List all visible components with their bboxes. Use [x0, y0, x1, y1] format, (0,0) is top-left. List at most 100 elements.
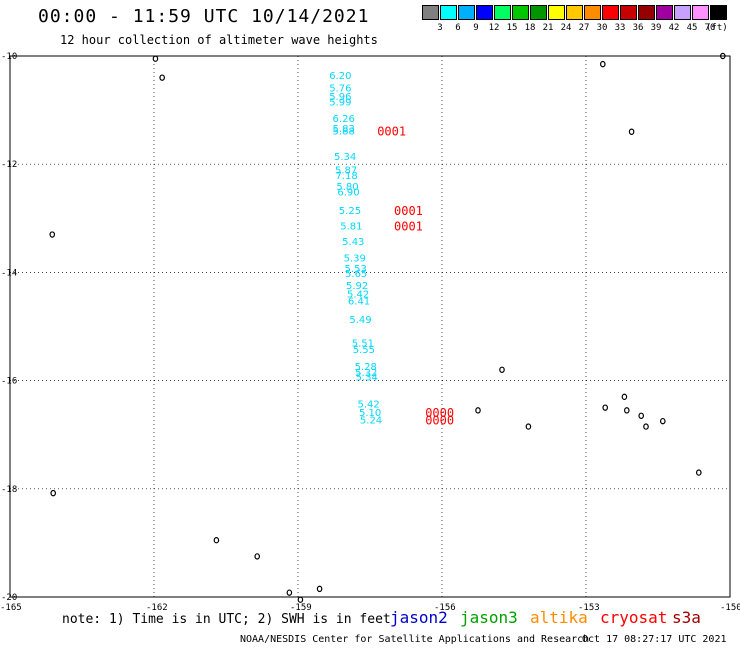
scale-swatch [422, 5, 439, 20]
wave-height-label: 6.26 [333, 114, 355, 125]
wave-height-label: 7.18 [335, 171, 357, 182]
island-outline [213, 536, 220, 544]
scale-label: 15 [506, 23, 518, 33]
wave-height-label: 5.96 [329, 92, 351, 103]
island-outline [316, 585, 323, 593]
island-outline [695, 469, 702, 476]
wave-height-label: 5.42 [347, 289, 369, 300]
scale-swatch [530, 5, 547, 20]
scale-swatch [494, 5, 511, 20]
map-title: 00:00 - 11:59 UTC 10/14/2021 [38, 6, 370, 27]
lat-tick-label: -16 [1, 377, 17, 387]
wave-height-label: 5.53 [345, 264, 367, 275]
wave-height-label: 5.65 [345, 269, 367, 280]
island-outline [643, 423, 649, 430]
scale-swatch [512, 5, 529, 20]
wave-height-label: 5.25 [339, 206, 361, 217]
lat-tick-label: -12 [1, 160, 17, 170]
scale-label: 45 [686, 23, 698, 33]
island-outline [599, 60, 606, 68]
scale-swatch [674, 5, 691, 20]
scale-label: 6 [455, 23, 461, 33]
scale-label: 70 [704, 23, 716, 33]
note-text: note: 1) Time is in UTC; 2) SWH is in fe… [62, 612, 391, 627]
quality-flag-label: 0000 [425, 406, 454, 420]
scale-label: 24 [560, 23, 572, 33]
island-outline [628, 128, 635, 135]
scale-label: 39 [650, 23, 662, 33]
scale-swatch [710, 5, 727, 20]
island-outline [621, 393, 628, 401]
scale-swatch [638, 5, 655, 20]
wave-height-label: 5.87 [335, 166, 357, 177]
scale-label: 9 [473, 23, 479, 33]
lon-tick-label: -150 [720, 603, 740, 613]
scale-swatch [656, 5, 673, 20]
wave-height-label: 5.88 [333, 127, 355, 138]
island-outline [159, 74, 165, 81]
scale-label: 36 [632, 23, 644, 33]
island-outline [297, 596, 304, 603]
island-outline [286, 589, 293, 596]
wave-height-label: 5.10 [359, 408, 381, 419]
island-outline [499, 366, 505, 373]
scale-swatch [458, 5, 475, 20]
scale-label: 33 [614, 23, 626, 33]
legend-cryosat: cryosat [600, 608, 668, 627]
scale-label: 18 [524, 23, 536, 33]
island-outline [49, 231, 56, 238]
lat-tick-label: -20 [1, 593, 17, 603]
scale-swatch [476, 5, 493, 20]
scale-swatch [440, 5, 457, 20]
island-outline [719, 52, 726, 60]
timestamp: Oct 17 08:27:17 UTC 2021 [582, 634, 727, 645]
scale-label: 27 [578, 23, 590, 33]
scale-label: 42 [668, 23, 680, 33]
quality-flag-label: 0000 [425, 414, 454, 428]
island-outline [254, 553, 261, 560]
legend-jason2: jason2 [390, 608, 448, 627]
wave-height-label: 5.43 [342, 237, 364, 248]
lon-tick-label: -159 [290, 603, 312, 613]
island-outline [50, 489, 57, 497]
scale-label: 30 [596, 23, 608, 33]
credit-text: NOAA/NESDIS Center for Satellite Applica… [240, 634, 590, 645]
wave-height-label: 5.42 [358, 399, 380, 410]
quality-flag-label: 0001 [394, 219, 423, 233]
map-subtitle: 12 hour collection of altimeter wave hei… [60, 33, 378, 47]
scale-label: 12 [488, 23, 500, 33]
map-frame [9, 55, 731, 598]
lon-tick-label: -156 [434, 603, 456, 613]
scale-unit: (ft) [706, 23, 728, 33]
scale-swatch [692, 5, 709, 20]
lon-tick-label: -153 [578, 603, 600, 613]
scale-label: 21 [542, 23, 554, 33]
legend-s3a: s3a [672, 608, 701, 627]
lon-tick-label: -165 [0, 603, 22, 613]
island-outline [623, 407, 630, 414]
wave-height-label: 5.99 [329, 97, 351, 108]
island-outline [602, 404, 609, 411]
wave-height-label: 5.80 [336, 182, 358, 193]
lon-tick-label: -162 [146, 603, 168, 613]
legend-altika: altika [530, 608, 588, 627]
scale-swatch [584, 5, 601, 20]
lat-tick-label: -18 [1, 485, 17, 495]
legend-jason3: jason3 [460, 608, 518, 627]
wave-height-label: 5.81 [340, 221, 362, 232]
wave-height-label: 5.76 [329, 83, 351, 94]
wave-height-label: 6.20 [329, 71, 351, 82]
wave-height-label: 6.41 [348, 297, 370, 308]
wave-height-label: 5.92 [346, 281, 368, 292]
lat-tick-label: -10 [1, 52, 17, 62]
wave-height-label: 5.55 [353, 345, 375, 356]
island-outline [525, 423, 532, 430]
quality-flag-label: 0001 [377, 125, 406, 139]
island-outline [659, 417, 666, 425]
island-outline [152, 55, 159, 62]
wave-height-label: 5.51 [352, 339, 374, 350]
wave-height-label: 5.49 [349, 315, 371, 326]
wave-height-label: 5.39 [344, 253, 366, 264]
wave-height-label: 5.83 [333, 124, 355, 135]
